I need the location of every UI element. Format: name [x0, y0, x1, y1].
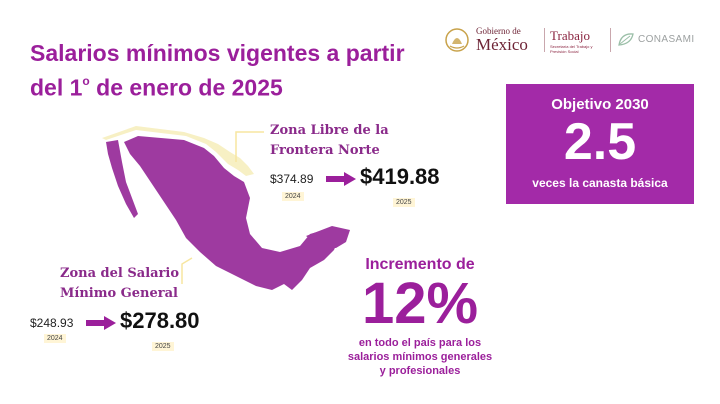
trabajo-logo-text: Trabajo — [550, 28, 590, 43]
zona-general-new-value: $278.80 — [120, 308, 200, 333]
logo-divider — [544, 28, 545, 52]
mexico-map — [102, 126, 350, 290]
objetivo-label: Objetivo 2030 — [551, 96, 649, 113]
title-ordinal: o — [82, 74, 90, 88]
conasami-logo-text: CONASAMI — [638, 34, 695, 45]
zona-norte-new-value: $419.88 — [360, 164, 440, 189]
zona-norte-old-year: 2024 — [282, 192, 304, 201]
logo-bar: Gobierno de México Trabajo Secretaría de… — [444, 22, 714, 58]
zona-norte-old-value: $374.89 — [270, 172, 314, 186]
trabajo-subtext: Secretaría del Trabajo y Previsión Socia… — [550, 44, 593, 54]
page-title: Salarios mínimos vigentes a partir del 1… — [30, 38, 430, 103]
incremento-desc-line-3: y profesionales — [379, 365, 461, 377]
incremento-description: en todo el país para los salarios mínimo… — [330, 336, 510, 378]
general-leader-line — [181, 257, 193, 284]
incremento-desc-line-1: en todo el país para los — [358, 337, 482, 349]
zona-norte-label: Zona Libre de la Frontera Norte — [270, 121, 389, 161]
objetivo-description: veces la canasta básica — [532, 176, 668, 190]
zona-general-new-year: 2025 — [152, 342, 174, 351]
logo-divider — [610, 28, 611, 52]
baja-california — [106, 140, 138, 218]
title-line-2-post: de enero de 2025 — [89, 74, 283, 101]
title-line-1: Salarios mínimos vigentes a partir — [30, 40, 405, 66]
zona-norte-label-line-2: Frontera Norte — [270, 143, 380, 158]
norte-leader-line — [235, 131, 264, 162]
title-line-2-pre: del 1 — [30, 74, 83, 101]
mainland-mexico — [124, 136, 340, 290]
zona-norte-arrow-icon — [326, 172, 356, 186]
incremento-label: Incremento de — [365, 256, 475, 273]
gobierno-big-text: México — [476, 35, 528, 54]
conasami-leaf-icon — [618, 33, 634, 46]
zona-general-label-line-1: Zona del Salario — [60, 266, 180, 281]
zona-general-old-year: 2024 — [44, 334, 66, 343]
zona-general-label: Zona del Salario Mínimo General — [60, 264, 179, 304]
northern-border-zone — [102, 126, 254, 176]
zona-general-label-line-2: Mínimo General — [60, 286, 178, 301]
gobierno-logo: Gobierno de México — [444, 24, 544, 56]
title-line-2: del 1o de enero de 2025 — [30, 68, 430, 103]
objetivo-value: 2.5 — [563, 113, 637, 171]
yucatan-peninsula — [306, 226, 350, 248]
incremento-value: 12% — [361, 271, 479, 336]
zona-general-old-value: $248.93 — [30, 316, 74, 330]
objetivo-box: Objetivo 2030 2.5 veces la canasta básic… — [506, 84, 694, 204]
zona-general-arrow-icon — [86, 316, 116, 330]
gobierno-small-text: Gobierno de — [476, 26, 521, 36]
zona-norte-label-line-1: Zona Libre de la — [270, 123, 389, 138]
zona-norte-new-year: 2025 — [393, 198, 415, 207]
eagle-seal-icon — [445, 28, 469, 52]
incremento-desc-line-2: salarios mínimos generales — [347, 351, 493, 363]
